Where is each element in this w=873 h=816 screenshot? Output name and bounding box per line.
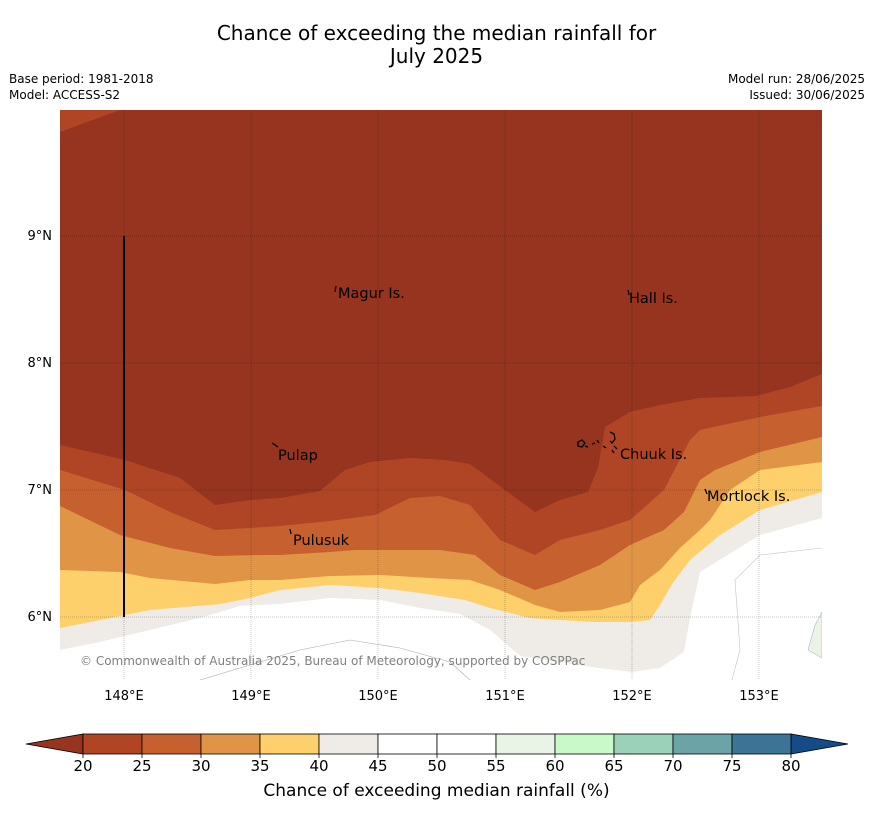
colorbar-tick-label: 20 [73, 757, 92, 775]
colorbar-tick-label: 60 [545, 757, 564, 775]
chuuk-lagoon-outline [577, 431, 618, 454]
colorbar-tick-label: 55 [486, 757, 505, 775]
colorbar-segment [495, 733, 556, 755]
place-label: Pulusuk [293, 533, 350, 549]
lat-tick-label: 6°N [28, 610, 53, 625]
place-label: Magur Is. [338, 286, 405, 302]
colorbar-tick-label: 70 [663, 757, 682, 775]
latitude-labels: 9°N 8°N 7°N 6°N [28, 229, 53, 625]
model-run: Model run: 28/06/2025 [727, 72, 865, 86]
place-labels: Magur Is. Hall Is. Pulap Chuuk Is. Mortlock … [278, 286, 790, 549]
island-mark-magur [334, 285, 337, 293]
colorbar: 20 25 30 35 40 45 50 55 60 65 70 75 80 [25, 733, 849, 775]
longitude-labels: 148°E 149°E 150°E 151°E 152°E 153°E [104, 689, 779, 704]
colorbar-over-arrow [790, 733, 849, 755]
band-20-25-corner [60, 110, 120, 132]
colorbar-segment [82, 733, 143, 755]
colorbar-segment [613, 733, 674, 755]
island-mark-mortlock [704, 488, 708, 495]
contour-line [731, 547, 822, 680]
place-label: Hall Is. [629, 291, 678, 307]
lon-tick-label: 149°E [231, 689, 271, 704]
lon-tick-label: 148°E [104, 689, 144, 704]
colorbar-segment [436, 733, 497, 755]
colorbar-tick-label: 35 [250, 757, 269, 775]
colorbar-tick-label: 50 [427, 757, 446, 775]
colorbar-segment [731, 733, 792, 755]
lat-tick-label: 8°N [28, 356, 53, 371]
map-title: Chance of exceeding the median rainfall … [0, 22, 873, 68]
colorbar-segment [377, 733, 438, 755]
model-name: Model: ACCESS-S2 [9, 88, 121, 102]
band-45-55-south [60, 598, 690, 680]
meta-right: Model run: 28/06/2025 Issued: 30/06/2025 [728, 71, 865, 103]
colorbar-segment [318, 733, 379, 755]
island-mark-pulusuk [289, 528, 292, 535]
island-mark-hall [627, 289, 630, 296]
place-label: Pulap [278, 448, 318, 464]
colorbar-tick-label: 30 [191, 757, 210, 775]
band-55-60 [807, 611, 822, 659]
colorbar-segment [259, 733, 320, 755]
island-mark-pulap [271, 442, 279, 448]
colorbar-tick-label: 80 [781, 757, 800, 775]
place-label: Mortlock Is. [707, 489, 790, 505]
colorbar-tick-label: 45 [368, 757, 387, 775]
lat-tick-label: 7°N [28, 483, 53, 498]
meta-left: Base period: 1981-2018 Model: ACCESS-S2 [9, 71, 154, 103]
lon-tick-label: 153°E [739, 689, 779, 704]
colorbar-tick-label: 25 [132, 757, 151, 775]
colorbar-segment [141, 733, 202, 755]
probability-map [60, 110, 822, 680]
colorbar-label: Chance of exceeding median rainfall (%) [263, 781, 610, 801]
colorbar-tick-label: 65 [604, 757, 623, 775]
colorbar-segment [672, 733, 733, 755]
lon-tick-label: 152°E [612, 689, 652, 704]
title-line-1: Chance of exceeding the median rainfall … [216, 21, 657, 45]
place-label: Chuuk Is. [620, 447, 687, 463]
colorbar-under-arrow [25, 733, 84, 755]
island-outlines [271, 285, 708, 535]
lon-tick-label: 150°E [358, 689, 398, 704]
copyright-text: © Commonwealth of Australia 2025, Bureau… [80, 654, 585, 668]
colorbar-segment [554, 733, 615, 755]
contour-line-south [199, 639, 471, 680]
base-period: Base period: 1981-2018 [9, 72, 154, 86]
title-line-2: July 2025 [389, 44, 484, 68]
band-lt20 [60, 110, 822, 512]
colorbar-tick-label: 75 [722, 757, 741, 775]
lon-tick-label: 151°E [485, 689, 525, 704]
lat-tick-label: 9°N [28, 229, 53, 244]
colorbar-tick-label: 40 [309, 757, 328, 775]
issued-date: Issued: 30/06/2025 [749, 88, 865, 102]
colorbar-segment [200, 733, 261, 755]
